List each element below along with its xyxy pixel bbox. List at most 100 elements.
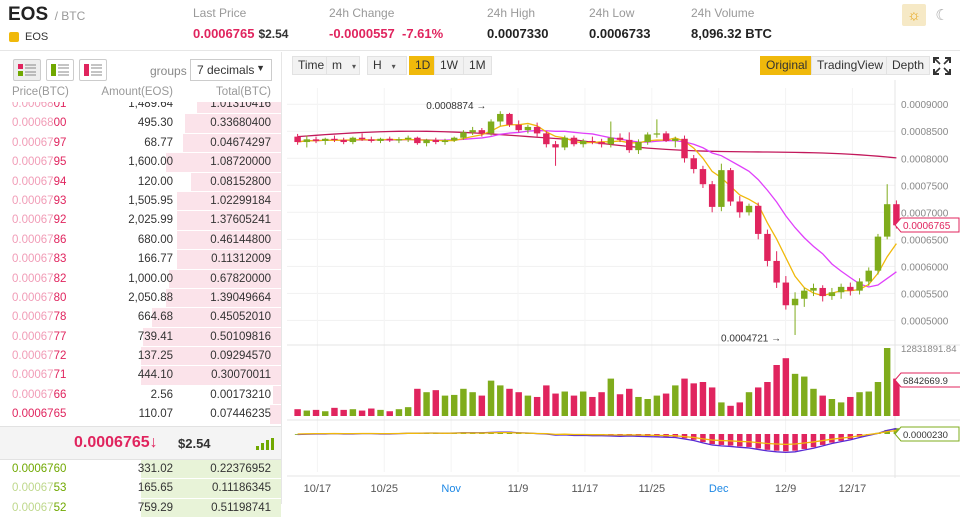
row-price: 0.0006783 [12, 253, 67, 266]
order-book-toolbar: groups 7 decimals ▼ [0, 52, 281, 84]
volume-bar [506, 388, 513, 416]
low-value: 0.0006733 [589, 26, 651, 41]
quote-asset: / BTC [54, 9, 86, 23]
macd-bar [792, 434, 798, 451]
ask-row[interactable]: 0.0006772 137.25 0.09294570 [0, 347, 281, 366]
row-total: 0.00173210 [210, 388, 271, 401]
depth-bar [185, 114, 281, 133]
groups-select[interactable]: 7 decimals ▼ [190, 59, 272, 81]
caret-down-icon: ▾ [352, 62, 357, 71]
ask-row[interactable]: 0.0006783 166.77 0.11312009 [0, 250, 281, 269]
fullscreen-icon[interactable] [933, 57, 951, 75]
ask-row[interactable]: 0.0006778 664.68 0.45052010 [0, 308, 281, 327]
candle-body [662, 133, 670, 141]
row-price: 0.0006778 [12, 311, 67, 324]
volume-bar [543, 385, 550, 416]
view-asks-button[interactable] [79, 59, 107, 81]
moon-icon[interactable]: ☾ [935, 7, 949, 24]
volume-bar [570, 395, 578, 416]
volume-bar [340, 409, 347, 416]
candle-body [478, 130, 486, 134]
ask-row[interactable]: 0.0006780 2,050.88 1.39049664 [0, 288, 281, 308]
ask-row[interactable]: 0.0006765 110.07 0.07446235 [0, 405, 281, 424]
sun-icon[interactable]: ☼ [902, 4, 926, 26]
minute-label: m [332, 58, 342, 72]
depth-bar [191, 172, 281, 191]
volume-last-marker [894, 372, 960, 388]
ask-row[interactable]: 0.0006777 739.41 0.50109816 [0, 327, 281, 347]
row-amount: 2,050.88 [128, 291, 173, 304]
ask-row[interactable]: 0.0006792 2,025.99 1.37605241 [0, 211, 281, 230]
row-price: 0.0006786 [12, 233, 67, 246]
hour-select[interactable]: H ▾ [367, 56, 407, 75]
ask-row[interactable]: 0.0006800 495.30 0.33680400 [0, 114, 281, 133]
minute-select[interactable]: m ▾ [326, 56, 360, 75]
y-tick-label: 0.0005500 [901, 289, 949, 300]
original-tab[interactable]: Original [760, 56, 814, 75]
ask-row[interactable]: 0.0006766 2.56 0.00173210 [0, 385, 281, 405]
macd-bar [819, 434, 826, 445]
volume-bar [487, 380, 495, 416]
col-total: Total(BTC) [216, 86, 271, 98]
volume-bar [718, 402, 725, 416]
ask-row[interactable]: 0.0006797 68.77 0.04674297 [0, 133, 281, 153]
volume-bar [524, 395, 532, 416]
volume-bar [368, 408, 375, 416]
macd-marker [894, 426, 960, 442]
row-total: 1.37605241 [210, 214, 271, 227]
ask-row[interactable]: 0.0006782 1,000.00 0.67820000 [0, 269, 281, 289]
candle-body [598, 142, 605, 145]
col-amount: Amount(EOS) [101, 86, 173, 98]
ask-row[interactable]: 0.0006793 1,505.95 1.02299184 [0, 191, 281, 211]
row-amount: 165.65 [137, 482, 173, 495]
view-both-button[interactable] [13, 59, 41, 81]
candle-body [810, 287, 817, 291]
depth-bar [272, 385, 281, 405]
row-total: 0.11186345 [211, 482, 271, 495]
bid-row[interactable]: 0.0006752 759.29 0.51198741 [0, 498, 281, 518]
volume-bar [764, 382, 771, 416]
volume-bar [450, 394, 458, 416]
change-value: -0.0000557 [329, 26, 395, 41]
volume-bar [303, 410, 311, 416]
depth-bar [269, 405, 281, 424]
interval-1m[interactable]: 1M [463, 56, 492, 75]
view-bids-button[interactable] [46, 59, 74, 81]
stat-last-price: Last Price 0.0006765 $2.54 [193, 6, 288, 41]
volume-bar [626, 388, 633, 416]
volume-bar [690, 383, 697, 416]
interval-1w[interactable]: 1W [434, 56, 464, 75]
tradingview-tab[interactable]: TradingView [811, 56, 890, 75]
volume-bar [745, 392, 753, 416]
macd-bar [783, 434, 789, 452]
depth-bar [182, 133, 281, 153]
candle-body [460, 132, 467, 138]
volume-bar [552, 393, 559, 416]
row-total: 1.39049664 [210, 291, 271, 304]
volume-bar [754, 387, 762, 416]
time-button[interactable]: Time [292, 56, 331, 75]
ask-row[interactable]: 0.0006771 444.10 0.30070011 [0, 366, 281, 385]
pair-title: EOS / BTC [8, 4, 85, 26]
price-chart[interactable]: 0.0009000 0.0008500 0.0008000 0.0007500 0.00… [287, 80, 960, 504]
row-amount: 68.77 [144, 136, 173, 149]
ask-row[interactable]: 0.0006801 1,489.64 1.01310416 [0, 102, 281, 114]
depth-tab[interactable]: Depth [886, 56, 931, 75]
depth-bar [140, 479, 281, 498]
candle-body [543, 133, 550, 145]
interval-1d[interactable]: 1D [409, 56, 437, 75]
candle-body [570, 137, 578, 145]
candle-body [626, 139, 633, 151]
row-amount: 331.02 [137, 463, 173, 475]
ask-row[interactable]: 0.0006795 1,600.00 1.08720000 [0, 153, 281, 172]
row-amount: 1,489.64 [128, 102, 173, 110]
candle-body [506, 113, 513, 125]
ask-row[interactable]: 0.0006794 120.00 0.08152800 [0, 172, 281, 192]
candle-body [497, 113, 504, 122]
candle-body [524, 126, 532, 131]
candle-body [672, 138, 679, 141]
bid-row[interactable]: 0.0006760 331.02 0.22376952 [0, 460, 281, 479]
bid-row[interactable]: 0.0006753 165.65 0.11186345 [0, 479, 281, 498]
ask-row[interactable]: 0.0006786 680.00 0.46144800 [0, 230, 281, 250]
candle-body [349, 137, 357, 143]
